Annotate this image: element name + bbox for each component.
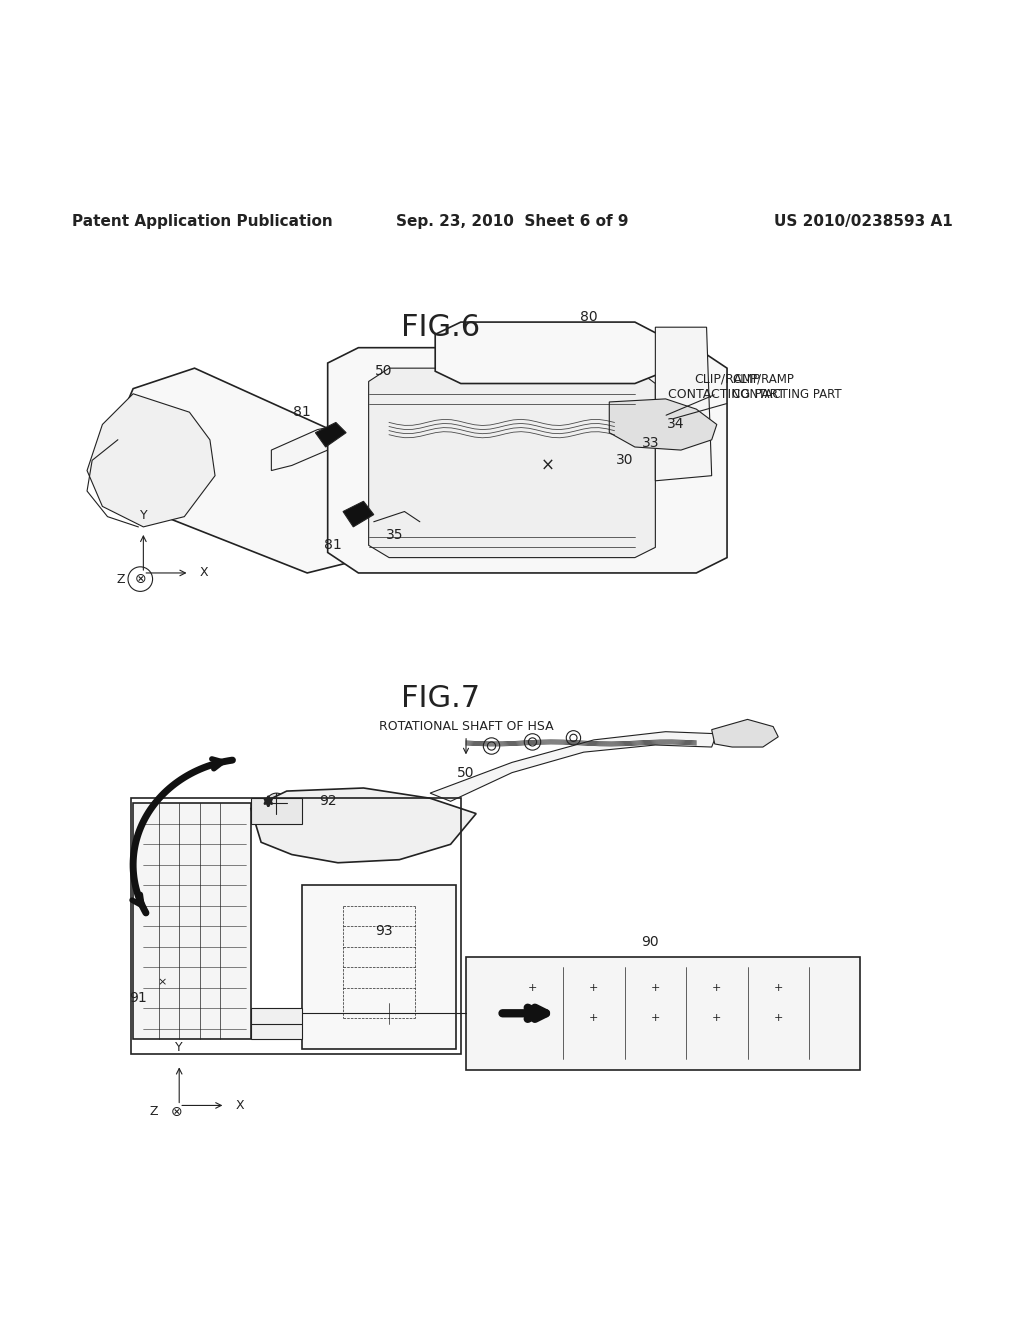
Text: CLIP/RAMP
CONTACTING PART: CLIP/RAMP CONTACTING PART	[669, 372, 785, 400]
Text: +: +	[589, 982, 599, 993]
Polygon shape	[315, 422, 346, 447]
Polygon shape	[328, 347, 727, 573]
Text: Y: Y	[175, 1041, 183, 1055]
Polygon shape	[251, 1008, 302, 1039]
Polygon shape	[369, 368, 655, 557]
Text: ⊗: ⊗	[170, 1105, 182, 1118]
Text: 81: 81	[293, 405, 311, 420]
Text: 50: 50	[457, 766, 475, 780]
Text: 35: 35	[385, 528, 403, 543]
Polygon shape	[430, 731, 717, 801]
Circle shape	[264, 463, 279, 478]
Text: 34: 34	[667, 417, 685, 432]
Text: 30: 30	[615, 453, 634, 467]
Text: US 2010/0238593 A1: US 2010/0238593 A1	[773, 214, 952, 230]
Polygon shape	[466, 957, 860, 1069]
Text: ROTATIONAL SHAFT OF HSA: ROTATIONAL SHAFT OF HSA	[379, 721, 554, 754]
Circle shape	[358, 826, 369, 837]
Text: +: +	[712, 982, 722, 993]
Polygon shape	[302, 886, 456, 1049]
Text: +: +	[527, 1014, 538, 1023]
Polygon shape	[251, 799, 302, 824]
Polygon shape	[251, 788, 476, 863]
Text: +: +	[773, 1014, 783, 1023]
Polygon shape	[133, 804, 251, 1039]
Text: +: +	[589, 1014, 599, 1023]
Polygon shape	[87, 393, 215, 527]
Text: +: +	[773, 982, 783, 993]
Text: Patent Application Publication: Patent Application Publication	[72, 214, 333, 230]
Polygon shape	[435, 322, 660, 384]
Text: X: X	[236, 1100, 244, 1111]
Polygon shape	[102, 368, 440, 573]
Polygon shape	[343, 502, 374, 527]
Circle shape	[375, 942, 383, 950]
Circle shape	[266, 793, 287, 813]
Text: Y: Y	[139, 508, 147, 521]
Text: Z: Z	[150, 1105, 158, 1118]
Text: 81: 81	[324, 539, 342, 552]
Text: 33: 33	[641, 436, 659, 450]
Polygon shape	[609, 399, 717, 450]
Text: 93: 93	[375, 924, 393, 939]
Text: +: +	[650, 982, 660, 993]
Text: 50: 50	[375, 364, 393, 379]
Text: ×: ×	[541, 457, 555, 474]
Text: FIG.7: FIG.7	[400, 684, 480, 713]
Polygon shape	[271, 399, 645, 470]
Text: +: +	[650, 1014, 660, 1023]
Text: ⊗: ⊗	[134, 572, 146, 586]
Polygon shape	[655, 327, 712, 480]
Text: 92: 92	[318, 795, 337, 808]
Text: +: +	[712, 1014, 722, 1023]
Polygon shape	[712, 719, 778, 747]
Text: 91: 91	[129, 991, 147, 1005]
Text: Sep. 23, 2010  Sheet 6 of 9: Sep. 23, 2010 Sheet 6 of 9	[395, 214, 629, 230]
Text: CLIP/RAMP
CONTACTING PART: CLIP/RAMP CONTACTING PART	[674, 372, 842, 418]
Text: 80: 80	[580, 310, 598, 323]
Text: Z: Z	[117, 573, 125, 586]
Text: FIG.6: FIG.6	[400, 313, 480, 342]
Text: 90: 90	[641, 935, 659, 949]
Text: ×: ×	[157, 978, 167, 987]
Text: +: +	[527, 982, 538, 993]
Text: X: X	[200, 566, 208, 579]
